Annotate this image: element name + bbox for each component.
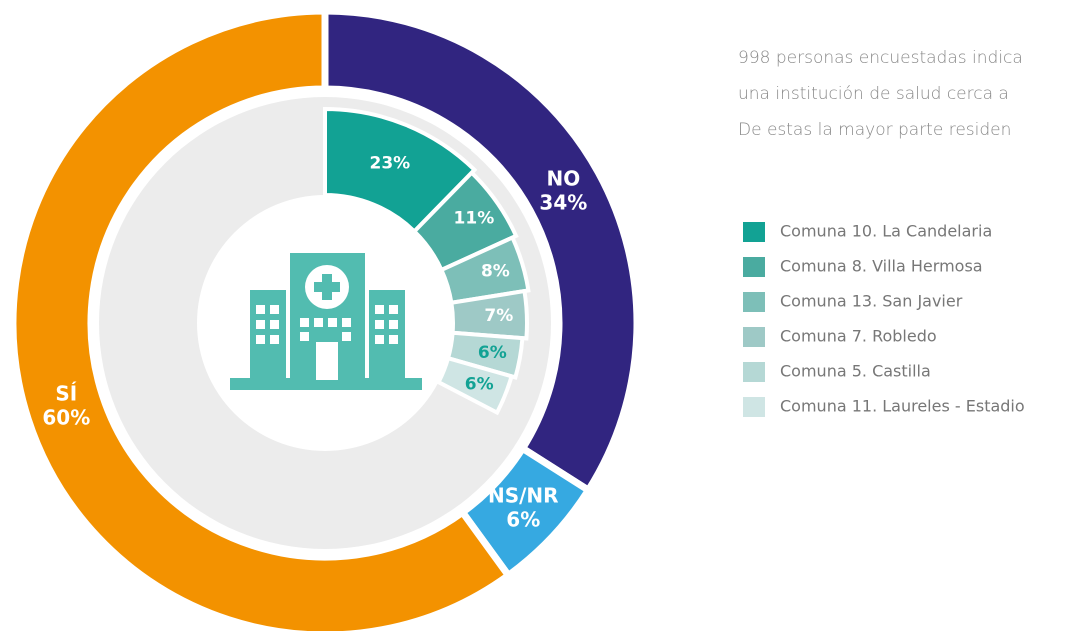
slice-name: NO: [546, 166, 580, 190]
inner-label: 8%: [481, 262, 510, 282]
legend-label: Comuna 13. San Javier: [780, 292, 963, 311]
inner-label: 7%: [484, 306, 513, 326]
slice-name: SÍ: [55, 382, 77, 406]
inner-label: 6%: [465, 374, 494, 394]
slice-label: 6%: [506, 508, 540, 532]
legend-swatch: [743, 257, 765, 277]
description-line: 998 personas encuestadas indica: [738, 48, 1023, 68]
inner-label: 11%: [454, 208, 495, 228]
legend-swatch: [743, 327, 765, 347]
hospital-icon: [230, 253, 422, 390]
description-line: una institución de salud cerca a: [738, 84, 1009, 104]
legend-label: Comuna 8. Villa Hermosa: [780, 257, 983, 276]
inner-label: 23%: [370, 154, 411, 174]
legend-label: Comuna 7. Robledo: [780, 327, 937, 346]
legend-label: Comuna 10. La Candelaria: [780, 222, 992, 241]
legend-swatch: [743, 397, 765, 417]
legend-label: Comuna 11. Laureles - Estadio: [780, 397, 1025, 416]
inner-label: 6%: [478, 343, 507, 363]
legend-swatch: [743, 222, 765, 242]
description-line: De estas la mayor parte residen: [738, 120, 1012, 140]
slice-label: 60%: [42, 406, 90, 430]
donut-slice: [321, 7, 641, 496]
legend-label: Comuna 5. Castilla: [780, 362, 931, 381]
slice-label: 34%: [539, 190, 587, 214]
slice-name: NS/NR: [488, 484, 559, 508]
legend-swatch: [743, 362, 765, 382]
donut-slice: [9, 7, 514, 631]
description: 998 personas encuestadas indica una inst…: [738, 40, 1023, 148]
legend-swatch: [743, 292, 765, 312]
